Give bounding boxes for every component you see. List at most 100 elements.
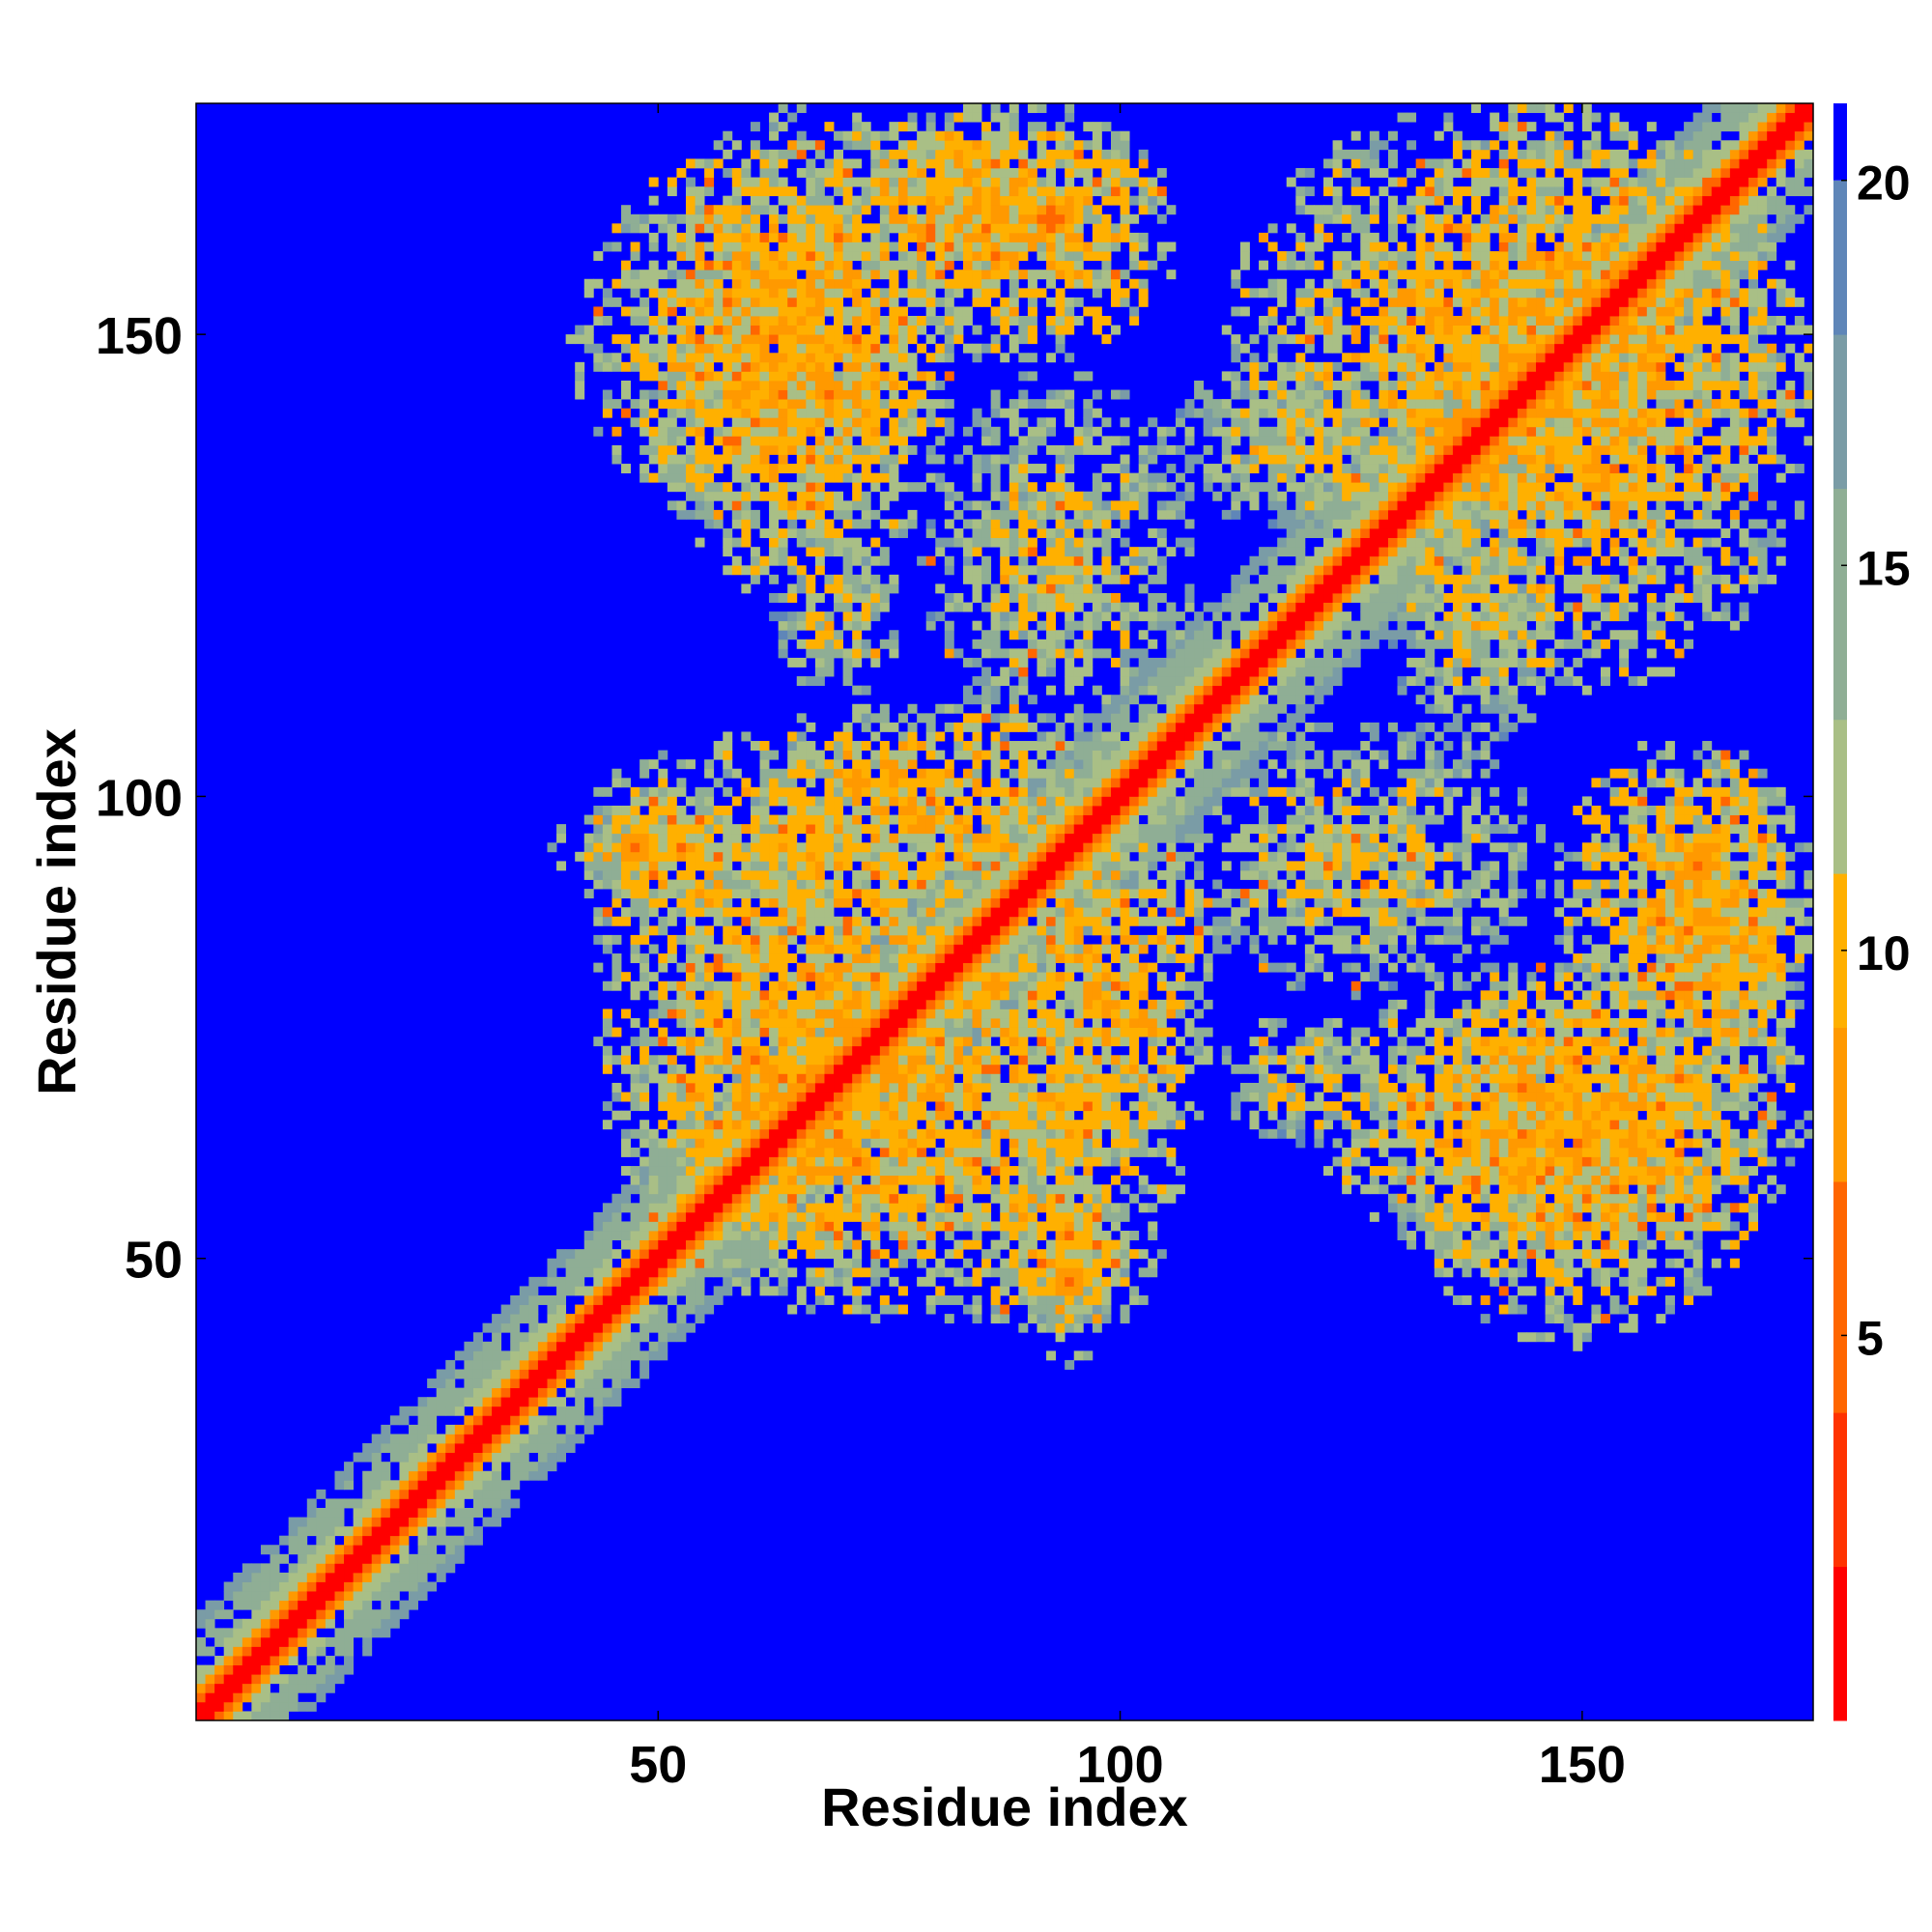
heatmap-cell bbox=[565, 1267, 576, 1278]
heatmap-cell bbox=[787, 778, 798, 788]
heatmap-cell bbox=[944, 251, 954, 262]
heatmap-cell bbox=[824, 371, 835, 382]
heatmap-cell bbox=[648, 897, 659, 908]
heatmap-cell bbox=[713, 1138, 724, 1149]
heatmap-cell bbox=[427, 1406, 438, 1416]
heatmap-cell bbox=[685, 953, 696, 964]
heatmap-cell bbox=[925, 353, 936, 363]
heatmap-cell bbox=[852, 750, 863, 760]
heatmap-cell bbox=[806, 167, 816, 178]
heatmap-cell bbox=[879, 907, 890, 918]
heatmap-cell bbox=[972, 565, 982, 576]
heatmap-cell bbox=[852, 1055, 863, 1065]
heatmap-cell bbox=[621, 879, 631, 890]
heatmap-cell bbox=[492, 1470, 502, 1481]
heatmap-cell bbox=[695, 861, 705, 871]
heatmap-cell bbox=[381, 1618, 391, 1629]
heatmap-cell bbox=[852, 907, 863, 918]
heatmap-cell bbox=[889, 1221, 899, 1232]
heatmap-cell bbox=[1000, 980, 1010, 991]
heatmap-cell bbox=[944, 1064, 954, 1074]
heatmap-cell bbox=[889, 288, 899, 298]
heatmap-cell bbox=[907, 1231, 918, 1240]
heatmap-cell bbox=[704, 454, 715, 465]
heatmap-cell bbox=[676, 1322, 687, 1333]
heatmap-cell bbox=[852, 620, 863, 631]
heatmap-cell bbox=[897, 889, 908, 899]
heatmap-cell bbox=[870, 325, 881, 335]
heatmap-cell bbox=[575, 1314, 585, 1324]
heatmap-cell bbox=[796, 325, 807, 335]
heatmap-cell bbox=[492, 1369, 502, 1379]
heatmap-cell bbox=[334, 1674, 345, 1685]
heatmap-cell bbox=[935, 934, 946, 945]
heatmap-cell bbox=[611, 1314, 622, 1324]
heatmap-cell bbox=[907, 972, 918, 982]
heatmap-cell bbox=[814, 251, 825, 262]
heatmap-cell bbox=[233, 1618, 243, 1629]
heatmap-cell bbox=[723, 149, 733, 159]
heatmap-cell bbox=[806, 768, 816, 779]
heatmap-cell bbox=[806, 316, 816, 326]
heatmap-cell bbox=[750, 990, 760, 1001]
heatmap-cell bbox=[879, 380, 890, 390]
heatmap-cell bbox=[593, 1314, 604, 1324]
heatmap-cell bbox=[602, 297, 612, 307]
heatmap-cell bbox=[759, 1156, 770, 1167]
heatmap-cell bbox=[741, 177, 752, 187]
heatmap-cell bbox=[953, 1082, 964, 1093]
heatmap-cell bbox=[723, 750, 733, 760]
heatmap-cell bbox=[787, 907, 798, 918]
heatmap-cell bbox=[834, 205, 843, 215]
heatmap-cell bbox=[769, 1073, 780, 1084]
heatmap-cell bbox=[889, 1027, 899, 1037]
heatmap-cell bbox=[907, 824, 918, 835]
heatmap-cell bbox=[537, 1443, 548, 1453]
heatmap-cell bbox=[842, 861, 853, 871]
heatmap-cell bbox=[834, 1138, 843, 1149]
heatmap-cell bbox=[1009, 1147, 1019, 1157]
heatmap-cell bbox=[233, 1683, 243, 1693]
heatmap-cell bbox=[630, 824, 640, 835]
heatmap-cell bbox=[1000, 565, 1010, 576]
heatmap-cell bbox=[464, 1535, 474, 1546]
heatmap-cell bbox=[972, 1138, 982, 1149]
heatmap-cell bbox=[806, 426, 816, 437]
heatmap-cell bbox=[1000, 232, 1010, 242]
heatmap-cell bbox=[861, 962, 871, 973]
heatmap-cell bbox=[990, 944, 1001, 954]
heatmap-cell bbox=[759, 149, 770, 159]
heatmap-cell bbox=[731, 353, 742, 363]
heatmap-cell bbox=[381, 1462, 391, 1472]
heatmap-cell bbox=[750, 316, 760, 326]
heatmap-cell bbox=[528, 1406, 539, 1416]
heatmap-cell bbox=[667, 1073, 677, 1084]
heatmap-cell bbox=[842, 731, 853, 742]
heatmap-cell bbox=[935, 316, 946, 326]
heatmap-cell bbox=[787, 408, 798, 418]
heatmap-cell bbox=[814, 186, 825, 197]
heatmap-cell bbox=[990, 130, 1001, 141]
heatmap-cell bbox=[288, 1563, 298, 1574]
heatmap-cell bbox=[787, 759, 798, 770]
heatmap-cell bbox=[879, 472, 890, 483]
heatmap-cell bbox=[713, 1055, 724, 1065]
heatmap-cell bbox=[1000, 722, 1010, 732]
heatmap-cell bbox=[621, 1184, 631, 1195]
heatmap-cell bbox=[917, 167, 927, 178]
heatmap-cell bbox=[723, 1267, 733, 1278]
heatmap-cell bbox=[925, 186, 936, 197]
heatmap-cell bbox=[1000, 528, 1010, 538]
heatmap-cell bbox=[806, 1203, 816, 1213]
heatmap-cell bbox=[371, 1498, 382, 1509]
heatmap-cell bbox=[917, 482, 927, 493]
heatmap-cell bbox=[741, 491, 752, 501]
heatmap-cell bbox=[897, 944, 908, 954]
heatmap-cell bbox=[879, 916, 890, 926]
heatmap-cell bbox=[796, 1294, 807, 1305]
heatmap-cell bbox=[962, 158, 973, 169]
heatmap-cell bbox=[685, 824, 696, 835]
heatmap-cell bbox=[972, 1055, 982, 1065]
heatmap-cell bbox=[981, 232, 992, 242]
heatmap-cell bbox=[834, 547, 843, 557]
